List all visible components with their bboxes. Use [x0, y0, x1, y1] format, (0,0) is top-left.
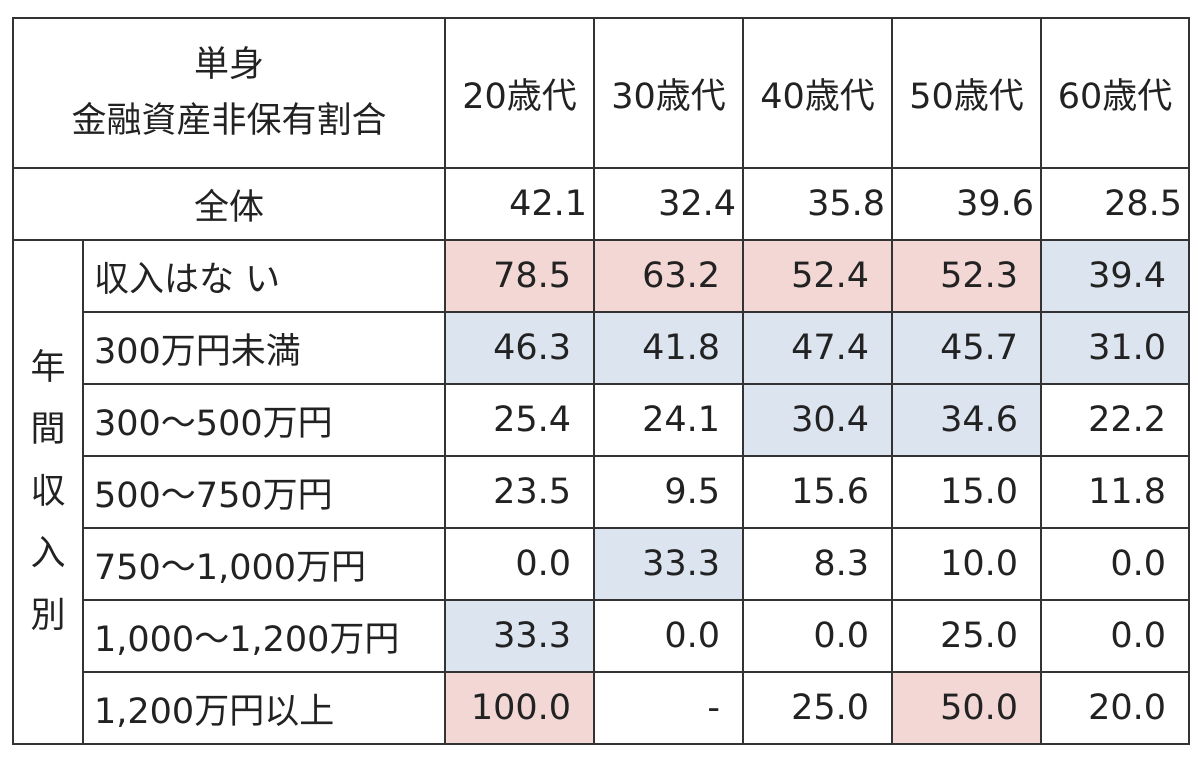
header-row: 単身 金融資産非保有割合 20歳代 30歳代 40歳代 50歳代 60歳代 — [11, 17, 1191, 169]
table-cell: 23.5 — [444, 455, 596, 529]
table-cell: 24.1 — [593, 383, 745, 457]
total-label: 全体 — [11, 167, 447, 241]
table-cell: 52.4 — [742, 239, 894, 313]
table-cell: 22.2 — [1040, 383, 1191, 457]
table-row: 1,000～1,200万円 33.3 0.0 0.0 25.0 0.0 — [13, 599, 1191, 673]
table-cell: 39.4 — [1040, 239, 1191, 313]
corner-line2: 金融資産非保有割合 — [71, 101, 387, 141]
table-cell: 33.3 — [593, 527, 745, 601]
col-header: 50歳代 — [891, 17, 1043, 169]
group-label-char: 収 — [30, 472, 66, 512]
table-cell: - — [593, 671, 745, 745]
table-cell: 9.5 — [593, 455, 745, 529]
table-cell: 20.0 — [1040, 671, 1191, 745]
asset-table: 単身 金融資産非保有割合 20歳代 30歳代 40歳代 50歳代 60歳代 全体… — [11, 17, 1191, 745]
col-header: 30歳代 — [593, 17, 745, 169]
table-cell: 25.0 — [742, 671, 894, 745]
table-cell: 15.0 — [891, 455, 1043, 529]
table-cell: 0.0 — [593, 599, 745, 673]
row-label: 300～500万円 — [81, 383, 447, 457]
table-row: 1,200万円以上 100.0 - 25.0 50.0 20.0 — [13, 671, 1191, 745]
table-row: 年 間 収 入 別 収入はな い 78.5 63.2 52.4 52.3 39.… — [12, 239, 1191, 745]
row-label: 1,000～1,200万円 — [81, 599, 447, 673]
row-label: 750～1,000万円 — [81, 527, 447, 601]
total-value: 39.6 — [891, 167, 1043, 241]
table-row: 300～500万円 25.4 24.1 30.4 34.6 22.2 — [13, 383, 1191, 457]
table-cell: 31.0 — [1040, 311, 1191, 385]
table-cell: 46.3 — [444, 311, 596, 385]
total-value: 42.1 — [444, 167, 596, 241]
row-label: 300万円未満 — [81, 311, 447, 385]
table-cell: 15.6 — [742, 455, 894, 529]
table-cell: 10.0 — [891, 527, 1043, 601]
row-label: 1,200万円以上 — [81, 671, 447, 745]
table-cell: 33.3 — [444, 599, 596, 673]
table-cell: 0.0 — [1040, 527, 1191, 601]
total-value: 35.8 — [742, 167, 894, 241]
col-header: 20歳代 — [444, 17, 596, 169]
table-cell: 11.8 — [1040, 455, 1191, 529]
group-label-char: 年 — [30, 348, 66, 388]
table-cell: 25.4 — [444, 383, 596, 457]
table-cell: 78.5 — [444, 239, 596, 313]
group-label: 年 間 収 入 別 — [12, 239, 84, 745]
table-cell: 45.7 — [891, 311, 1043, 385]
table-cell: 25.0 — [891, 599, 1043, 673]
table-cell: 0.0 — [1040, 599, 1191, 673]
table-cell: 34.6 — [891, 383, 1043, 457]
row-label: 収入はな い — [81, 239, 447, 313]
table-cell: 52.3 — [891, 239, 1043, 313]
table-cell: 30.4 — [742, 383, 894, 457]
table-cell: 50.0 — [891, 671, 1043, 745]
table-cell: 8.3 — [742, 527, 894, 601]
table-row: 500～750万円 23.5 9.5 15.6 15.0 11.8 — [13, 455, 1191, 529]
table-cell: 0.0 — [444, 527, 596, 601]
col-header: 40歳代 — [742, 17, 894, 169]
total-value: 28.5 — [1040, 167, 1191, 241]
table-cell: 100.0 — [444, 671, 596, 745]
table-cell: 0.0 — [742, 599, 894, 673]
total-row: 全体 42.1 32.4 35.8 39.6 28.5 — [11, 167, 1191, 241]
group-label-char: 間 — [30, 410, 66, 450]
table-cell: 63.2 — [593, 239, 745, 313]
col-header: 60歳代 — [1040, 17, 1191, 169]
table-cell: 47.4 — [742, 311, 894, 385]
corner-line1: 単身 — [194, 45, 265, 85]
row-label: 500～750万円 — [81, 455, 447, 529]
group-label-char: 入 — [30, 534, 66, 574]
group-label-char: 別 — [30, 596, 66, 636]
table-row: 750～1,000万円 0.0 33.3 8.3 10.0 0.0 — [13, 527, 1191, 601]
table-cell: 41.8 — [593, 311, 745, 385]
total-value: 32.4 — [593, 167, 745, 241]
corner-header: 単身 金融資産非保有割合 — [11, 17, 447, 169]
table-row: 300万円未満 46.3 41.8 47.4 45.7 31.0 — [13, 311, 1191, 385]
